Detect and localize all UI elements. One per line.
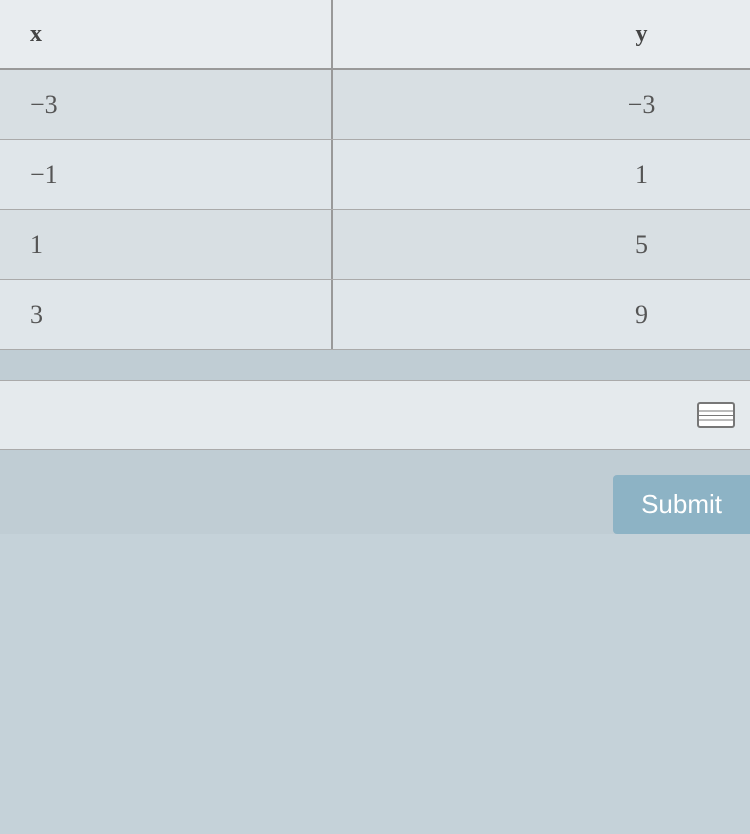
table-row: 3 9 xyxy=(0,280,750,350)
page-background xyxy=(0,534,750,834)
cell-x: 1 xyxy=(0,210,333,279)
keyboard-icon[interactable] xyxy=(697,402,735,428)
table-header-row: x y xyxy=(0,0,750,70)
cell-y: 1 xyxy=(333,140,750,209)
cell-y: −3 xyxy=(333,70,750,139)
cell-x: −1 xyxy=(0,140,333,209)
table-row: −3 −3 xyxy=(0,70,750,140)
column-header-x: x xyxy=(0,0,333,68)
table-row: 1 5 xyxy=(0,210,750,280)
data-table: x y −3 −3 −1 1 1 5 3 9 xyxy=(0,0,750,350)
answer-input-section[interactable] xyxy=(0,380,750,450)
table-row: −1 1 xyxy=(0,140,750,210)
cell-y: 5 xyxy=(333,210,750,279)
submit-button[interactable]: Submit xyxy=(613,475,750,534)
column-header-y: y xyxy=(333,0,750,68)
submit-section: Submit xyxy=(0,475,750,534)
cell-x: 3 xyxy=(0,280,333,349)
cell-x: −3 xyxy=(0,70,333,139)
cell-y: 9 xyxy=(333,280,750,349)
